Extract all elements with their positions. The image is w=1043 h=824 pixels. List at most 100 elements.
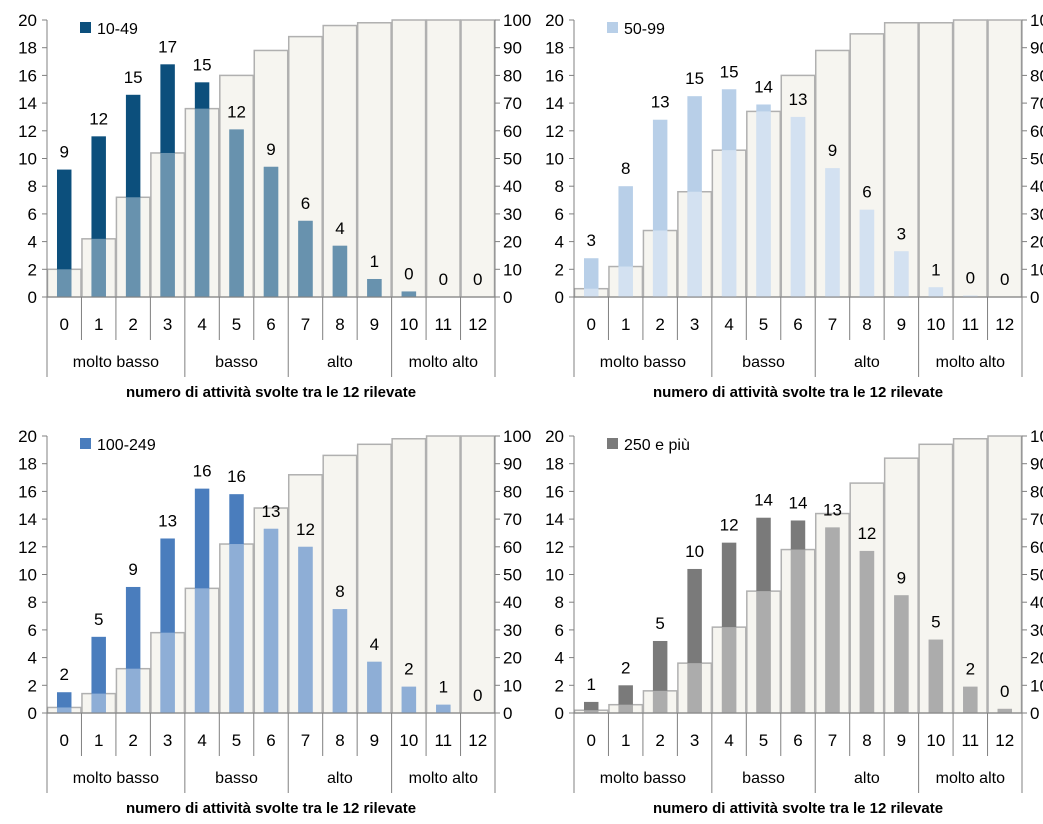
right-tick-30: 30 [503, 205, 522, 224]
bar-overlap-5 [229, 129, 244, 297]
legend-swatch [607, 22, 618, 33]
group-label-alto: alto [327, 354, 353, 371]
bar-overlap-2 [125, 668, 141, 713]
bar-overlap-7 [298, 546, 313, 713]
bar-3 [160, 64, 175, 297]
left-tick-14: 14 [545, 510, 564, 529]
right-tick-80: 80 [503, 66, 522, 85]
bar-overlap-4 [194, 588, 210, 713]
category-label-5: 5 [759, 315, 768, 334]
category-label-2: 2 [128, 315, 137, 334]
category-label-10: 10 [399, 315, 418, 334]
right-tick-50: 50 [1030, 566, 1043, 585]
group-label-molto-basso: molto basso [600, 770, 686, 787]
bar-9 [367, 278, 382, 297]
group-label-basso: basso [215, 770, 258, 787]
category-label-0: 0 [586, 731, 595, 750]
bar-11 [963, 686, 978, 713]
bar-5 [756, 517, 771, 713]
data-label-6: 9 [266, 140, 275, 159]
left-tick-6: 6 [555, 205, 564, 224]
right-tick-0: 0 [503, 288, 512, 307]
data-label-1: 12 [89, 109, 108, 128]
category-label-12: 12 [468, 731, 487, 750]
bar-overlap-3 [687, 191, 702, 297]
data-label-3: 15 [685, 69, 704, 88]
bar-1 [618, 186, 633, 297]
legend-label: 10-49 [97, 21, 138, 38]
bar-overlap-7 [825, 527, 840, 713]
data-label-1: 2 [621, 658, 630, 677]
category-label-10: 10 [926, 315, 945, 334]
right-tick-100: 100 [503, 427, 531, 446]
bar-overlap-2 [125, 197, 141, 297]
bar-overlap-3 [687, 663, 702, 713]
bar-2 [652, 640, 668, 713]
category-label-7: 7 [828, 731, 837, 750]
bar-7 [298, 220, 313, 297]
right-tick-50: 50 [503, 150, 522, 169]
x-axis-title: numero di attività svolte tra le 12 rile… [126, 800, 416, 817]
right-tick-20: 20 [1030, 233, 1043, 252]
data-label-11: 2 [966, 660, 975, 679]
right-tick-60: 60 [1030, 538, 1043, 557]
bar-overlap-7 [298, 220, 313, 297]
bar-overlap-0 [583, 710, 599, 713]
right-tick-50: 50 [1030, 150, 1043, 169]
category-label-11: 11 [961, 315, 979, 334]
data-label-12: 0 [473, 686, 482, 705]
category-label-0: 0 [59, 731, 68, 750]
data-label-11: 0 [439, 270, 448, 289]
data-label-11: 0 [966, 269, 975, 288]
bar-5 [756, 104, 771, 297]
group-label-alto: alto [854, 770, 880, 787]
bar-7 [298, 546, 313, 713]
x-axis-title: numero di attività svolte tra le 12 rile… [653, 384, 943, 401]
bar-overlap-5 [756, 591, 771, 713]
category-label-6: 6 [266, 315, 275, 334]
category-label-7: 7 [301, 731, 310, 750]
data-label-10: 1 [931, 260, 940, 279]
bar-11 [963, 295, 978, 297]
bar-overlap-9 [367, 661, 382, 713]
cumulative-bar-10 [918, 22, 954, 298]
left-tick-2: 2 [555, 260, 564, 279]
category-label-4: 4 [724, 315, 733, 334]
x-axis-title: numero di attività svolte tra le 12 rile… [126, 384, 416, 401]
category-label-12: 12 [995, 731, 1014, 750]
left-tick-2: 2 [28, 260, 37, 279]
bar-overlap-6 [263, 166, 279, 297]
right-tick-100: 100 [503, 11, 531, 30]
bar-overlap-1 [618, 704, 633, 713]
bar-4 [194, 488, 210, 713]
right-tick-70: 70 [1030, 510, 1043, 529]
category-label-8: 8 [862, 731, 871, 750]
bar-10 [928, 639, 944, 713]
bar-7 [825, 527, 840, 713]
category-label-12: 12 [995, 315, 1014, 334]
right-tick-30: 30 [1030, 621, 1043, 640]
right-tick-20: 20 [503, 649, 522, 668]
bar-overlap-5 [756, 111, 771, 297]
category-label-2: 2 [128, 731, 137, 750]
category-label-6: 6 [793, 731, 802, 750]
right-tick-40: 40 [503, 593, 522, 612]
group-label-molto-alto: molto alto [936, 354, 1005, 371]
bar-8 [332, 245, 348, 297]
category-label-5: 5 [232, 315, 241, 334]
bar-2 [652, 119, 668, 297]
legend-label: 100-249 [97, 437, 156, 454]
left-tick-14: 14 [545, 94, 564, 113]
cumulative-bar-12 [987, 19, 1023, 298]
category-label-6: 6 [793, 315, 802, 334]
bar-1 [91, 136, 106, 297]
data-label-8: 8 [335, 582, 344, 601]
category-label-3: 3 [690, 315, 699, 334]
left-tick-16: 16 [545, 482, 564, 501]
data-label-12: 0 [1000, 682, 1009, 701]
cumulative-bar-11 [425, 19, 461, 298]
data-label-8: 12 [857, 524, 876, 543]
